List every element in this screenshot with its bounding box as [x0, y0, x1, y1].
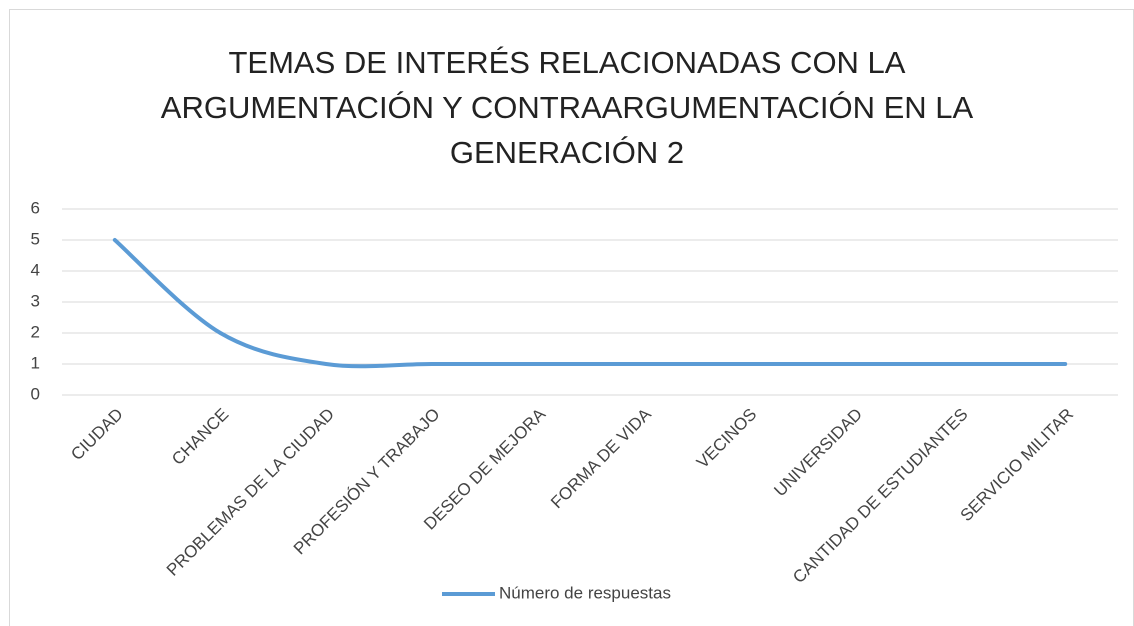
data-line: [112, 238, 1068, 369]
chart-title: TEMAS DE INTERÉS RELACIONADAS CON LA ARG…: [160, 45, 974, 170]
y-tick-label: 2: [31, 322, 40, 341]
x-tick-label: CANTIDAD DE ESTUDIANTES: [789, 405, 971, 587]
x-tick-label: CIUDAD: [67, 405, 127, 465]
y-tick-label: 0: [31, 384, 40, 403]
x-tick-label: PROBLEMAS DE LA CIUDAD: [163, 405, 338, 580]
x-tick-label: SERVICIO MILITAR: [957, 405, 1078, 526]
x-tick-label: VECINOS: [693, 405, 761, 473]
y-tick-label: 5: [31, 229, 40, 248]
y-tick-label: 3: [31, 291, 40, 310]
y-tick-label: 1: [31, 353, 40, 372]
y-tick-label: 6: [31, 198, 40, 217]
x-tick-label: DESEO DE MEJORA: [420, 404, 549, 533]
legend-label: Número de respuestas: [499, 583, 671, 602]
x-tick-label: CHANCE: [168, 405, 232, 469]
x-tick-label: FORMA DE VIDA: [547, 404, 655, 512]
x-tick-label: UNIVERSIDAD: [770, 405, 866, 501]
y-tick-label: 4: [31, 260, 40, 279]
